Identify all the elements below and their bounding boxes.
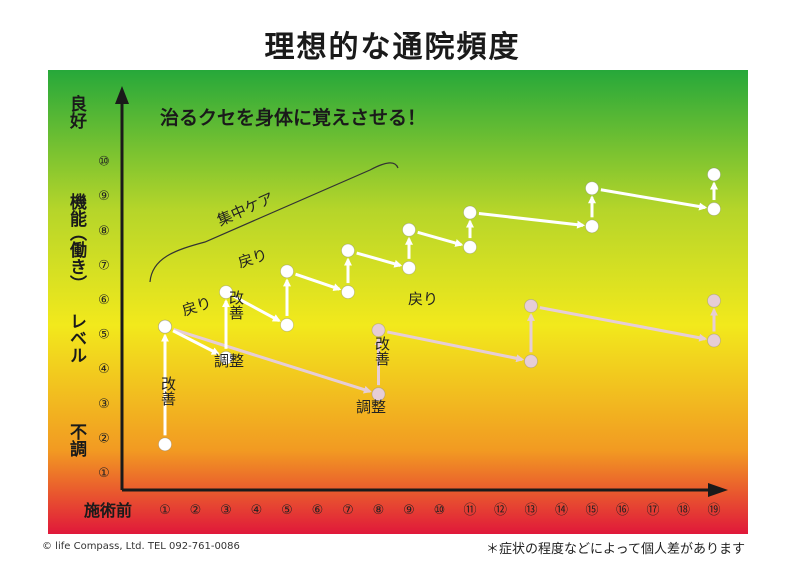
ideal-point-11: [463, 205, 477, 220]
ideal-segment-7: [356, 251, 403, 268]
x-tick-3: ③: [220, 503, 232, 518]
x-tick-10: ⑩: [434, 503, 446, 518]
ideal-point-1: [158, 319, 172, 334]
ideal-segment-13: [600, 188, 708, 211]
ideal-point-4: [280, 318, 294, 332]
ideal-point-15: [707, 167, 721, 182]
x-tick-14: ⑭: [555, 503, 568, 518]
label-modori-infrequent: 戻り: [408, 290, 438, 308]
ideal-point-5: [280, 264, 294, 279]
intensive-care-brace: [149, 162, 399, 283]
axis-ticks: ① ② ③ ④ ⑤ ⑥ ⑦ ⑧ ⑨ ⑩ ① ② ③ ④ ⑤ ⑥ ⑦ ⑧ ⑨ ⑩ ⑪ ⑫ ⑬ ⑭ ⑮ ⑯ ⑰ ⑱ ⑲: [98, 155, 720, 518]
ideal-point-6: [341, 285, 355, 299]
y-label-level: レベル: [66, 313, 87, 364]
ideal-point-13: [585, 181, 599, 196]
y-tick-9: ⑨: [98, 189, 110, 204]
label-kaizen-second: 改善: [227, 290, 245, 320]
x-tick-8: ⑧: [373, 503, 385, 518]
label-chousei-infrequent: 調整: [356, 398, 386, 416]
copyright-text: © life Compass, Ltd. TEL 092-761-0086: [42, 541, 240, 552]
ideal-segment-9: [417, 230, 464, 247]
x-tick-7: ⑦: [342, 503, 354, 518]
y-tick-10: ⑩: [98, 155, 110, 170]
label-kaizen-infrequent: 改善: [373, 336, 391, 366]
x-tick-13: ⑬: [524, 503, 537, 518]
x-axis-arrowhead: [708, 483, 728, 497]
infrequent-segment-1: [173, 327, 372, 394]
ideal-point-8: [402, 260, 416, 275]
label-kaizen-start: 改善: [159, 376, 177, 406]
disclaimer-note: ＊症状の程度などによって個人差があります: [486, 542, 745, 557]
y-tick-8: ⑧: [98, 224, 110, 239]
label-chousei-first: 調整: [214, 352, 244, 370]
y-tick-6: ⑥: [98, 293, 110, 308]
headline: 治るクセを身体に覚えさせる！: [160, 106, 426, 129]
infrequent-point-3: [371, 323, 386, 338]
progress-points: [158, 167, 721, 452]
infrequent-segment-3: [387, 330, 525, 363]
x-tick-2: ②: [190, 503, 202, 518]
ideal-point-3: [219, 285, 233, 299]
infrequent-point-7: [707, 293, 721, 308]
y-tick-3: ③: [98, 397, 110, 412]
x-tick-15: ⑮: [585, 503, 598, 518]
x-tick-17: ⑰: [646, 503, 659, 518]
x-tick-4: ④: [251, 503, 263, 518]
infrequent-point-4: [524, 354, 538, 369]
x-tick-18: ⑱: [677, 503, 690, 518]
y-tick-1: ①: [98, 466, 110, 481]
x-tick-12: ⑫: [494, 503, 507, 518]
ideal-segment-1: [172, 329, 220, 356]
ideal-segment-5: [295, 272, 342, 292]
y-axis-arrowhead: [115, 86, 129, 104]
infrequent-point-5: [524, 299, 538, 313]
page-title: 理想的な通院頻度: [264, 30, 521, 65]
y-tick-7: ⑦: [98, 258, 110, 273]
x-tick-16: ⑯: [616, 503, 629, 518]
y-label-good: 良好: [66, 94, 88, 130]
x-tick-1: ①: [159, 503, 171, 518]
infrequent-point-6: [707, 333, 721, 348]
ideal-segment-3: [233, 295, 281, 323]
y-label-poor: 不調: [66, 423, 87, 458]
ideal-point-14: [707, 202, 721, 216]
x-tick-9: ⑨: [403, 503, 415, 518]
ideal-point-9: [402, 222, 416, 237]
ideal-point-12: [585, 219, 599, 234]
ideal-point-10: [463, 240, 477, 255]
infrequent-point-2: [371, 387, 386, 402]
infrequent-segment-5: [539, 306, 708, 342]
ideal-point-2: [219, 350, 233, 365]
ideal-point-7: [341, 243, 355, 258]
gradient-background: [48, 70, 748, 534]
progress-lines: [161, 181, 718, 436]
x-tick-5: ⑤: [281, 503, 293, 518]
start-point: [158, 437, 172, 452]
x-label-before-treatment: 施術前: [84, 501, 132, 520]
x-tick-6: ⑥: [312, 503, 324, 518]
x-tick-11: ⑪: [463, 503, 476, 518]
y-label-function: 機能: [66, 192, 87, 228]
x-tick-19: ⑲: [707, 503, 720, 518]
y-tick-5: ⑤: [98, 328, 110, 343]
y-tick-2: ②: [98, 431, 110, 446]
y-label-working: （働き）: [66, 224, 88, 292]
y-tick-4: ④: [98, 362, 110, 377]
ideal-segment-11: [478, 212, 586, 229]
